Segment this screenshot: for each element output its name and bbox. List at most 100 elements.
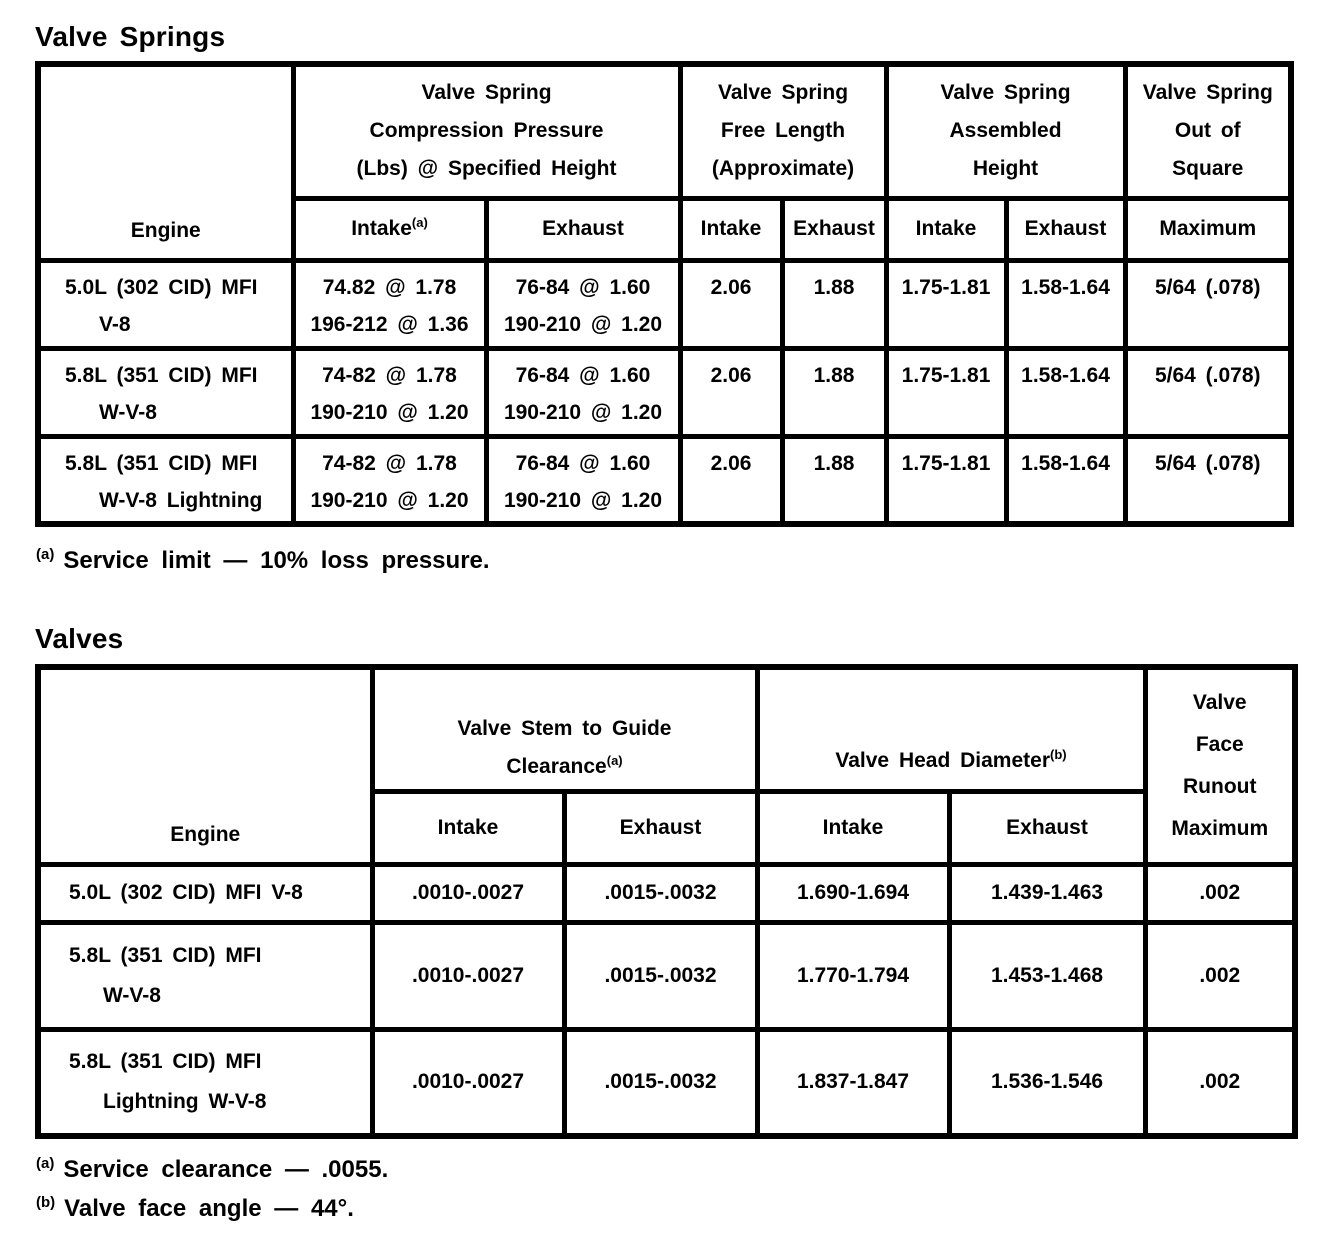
cell-engine: 5.8L (351 CID) MFI W-V-8 Lightning bbox=[35, 433, 296, 527]
column-header-compression-exhaust: Exhaust bbox=[483, 195, 683, 263]
footnote-marker-a: (a) bbox=[36, 1155, 55, 1172]
cell-assembled-exhaust: 1.58-1.64 bbox=[1003, 257, 1128, 351]
cell-stem-exhaust: .0015-.0032 bbox=[561, 861, 760, 925]
group-header-assembled-height: Valve Spring Assembled Height bbox=[883, 61, 1128, 201]
footnote-valve-face-angle: (b) Valve face angle — 44°. bbox=[36, 1194, 1344, 1224]
engine-name-line1: 5.8L (351 CID) MFI bbox=[65, 363, 258, 387]
cell-out-of-square: 5/64 (.078) bbox=[1122, 345, 1294, 439]
cell-assembled-intake: 1.75-1.81 bbox=[883, 345, 1009, 439]
cell-free-exhaust: 1.88 bbox=[779, 433, 889, 527]
cell-assembled-intake: 1.75-1.81 bbox=[883, 433, 1009, 527]
engine-name-line2: W-V-8 bbox=[99, 400, 157, 424]
valves-sub-header-row: Intake Exhaust Intake Exhaust bbox=[38, 788, 1295, 867]
valve-springs-table: Engine Valve Spring Compression Pressure… bbox=[35, 61, 1295, 527]
engine-name-line2: W-V-8 Lightning bbox=[99, 488, 263, 512]
engine-name-line1: 5.8L (351 CID) MFI bbox=[69, 943, 262, 967]
cell-assembled-exhaust: 1.58-1.64 bbox=[1003, 345, 1128, 439]
column-header-assembled-intake: Intake bbox=[883, 195, 1009, 263]
column-header-free-exhaust: Exhaust bbox=[779, 195, 889, 263]
column-header-head-exhaust: Exhaust bbox=[946, 788, 1148, 867]
engine-name-line1: 5.8L (351 CID) MFI bbox=[69, 1050, 262, 1074]
cell-free-intake: 2.06 bbox=[677, 345, 785, 439]
column-header-assembled-exhaust: Exhaust bbox=[1003, 195, 1128, 263]
cell-free-intake: 2.06 bbox=[677, 257, 785, 351]
cell-engine: 5.8L (351 CID) MFI Lightning W-V-8 bbox=[35, 1026, 375, 1139]
cell-compression-exhaust: 76-84 @ 1.60 190-210 @ 1.20 bbox=[483, 345, 683, 439]
cell-free-intake: 2.06 bbox=[677, 433, 785, 527]
cell-assembled-intake: 1.75-1.81 bbox=[883, 257, 1009, 351]
cell-compression-exhaust: 76-84 @ 1.60 190-210 @ 1.20 bbox=[483, 433, 683, 527]
cell-stem-exhaust: .0015-.0032 bbox=[561, 919, 760, 1032]
group-header-head-diameter: Valve Head Diameter(b) bbox=[754, 664, 1148, 794]
cell-head-exhaust: 1.439-1.463 bbox=[946, 861, 1148, 925]
cell-face-runout: .002 bbox=[1142, 1026, 1298, 1139]
cell-head-exhaust: 1.453-1.468 bbox=[946, 919, 1148, 1032]
cell-compression-intake: 74.82 @ 1.78 196-212 @ 1.36 bbox=[290, 257, 489, 351]
cell-face-runout: .002 bbox=[1142, 919, 1298, 1032]
column-header-maximum: Maximum bbox=[1122, 195, 1294, 263]
cell-out-of-square: 5/64 (.078) bbox=[1122, 433, 1294, 527]
cell-out-of-square: 5/64 (.078) bbox=[1122, 257, 1294, 351]
column-header-face-runout: Valve Face Runout Maximum bbox=[1142, 664, 1298, 867]
column-header-engine: Engine bbox=[35, 664, 375, 867]
footnote-ref-a: (a) bbox=[411, 215, 428, 230]
group-header-compression-pressure: Valve Spring Compression Pressure (Lbs) … bbox=[290, 61, 683, 201]
group-header-out-of-square: Valve Spring Out of Square bbox=[1122, 61, 1294, 201]
cell-head-intake: 1.690-1.694 bbox=[754, 861, 952, 925]
cell-engine: 5.8L (351 CID) MFI W-V-8 bbox=[35, 345, 296, 439]
engine-name-line1: 5.0L (302 CID) MFI bbox=[65, 275, 258, 299]
cell-engine: 5.0L (302 CID) MFI V-8 bbox=[35, 861, 375, 925]
cell-stem-intake: .0010-.0027 bbox=[369, 861, 567, 925]
cell-assembled-exhaust: 1.58-1.64 bbox=[1003, 433, 1128, 527]
engine-name-line2: V-8 bbox=[99, 312, 131, 336]
column-header-stem-intake: Intake bbox=[369, 788, 567, 867]
column-header-stem-exhaust: Exhaust bbox=[561, 788, 760, 867]
valves-group-header-row: Engine Valve Stem to Guide Clearance(a) … bbox=[35, 664, 1298, 867]
cell-face-runout: .002 bbox=[1142, 861, 1298, 925]
cell-free-exhaust: 1.88 bbox=[779, 345, 889, 439]
engine-name-line1: 5.0L (302 CID) MFI V-8 bbox=[69, 881, 303, 904]
cell-compression-intake: 74-82 @ 1.78 190-210 @ 1.20 bbox=[290, 433, 489, 527]
column-header-compression-intake: Intake(a) bbox=[290, 195, 489, 263]
footnote-service-limit: (a) Service limit — 10% loss pressure. bbox=[36, 546, 1344, 576]
cell-engine: 5.0L (302 CID) MFI V-8 bbox=[35, 257, 296, 351]
column-header-free-intake: Intake bbox=[677, 195, 785, 263]
table-row: 5.8L (351 CID) MFI W-V-8 Lightning 74-82… bbox=[35, 433, 1294, 527]
footnote-service-clearance: (a) Service clearance — .0055. bbox=[36, 1155, 1344, 1185]
table-row: 5.0L (302 CID) MFI V-8 .0010-.0027 .0015… bbox=[35, 861, 1298, 925]
engine-name-line2: W-V-8 bbox=[103, 983, 161, 1007]
springs-sub-header-row: Intake(a) Exhaust Intake Exhaust Intake … bbox=[38, 195, 1294, 263]
group-header-stem-clearance: Valve Stem to Guide Clearance(a) bbox=[369, 664, 760, 794]
section-title-valves: Valves bbox=[35, 623, 124, 654]
springs-group-header-row: Engine Valve Spring Compression Pressure… bbox=[35, 61, 1294, 263]
section-title-valve-springs: Valve Springs bbox=[35, 21, 226, 52]
valves-table: Engine Valve Stem to Guide Clearance(a) … bbox=[35, 664, 1299, 1139]
footnote-marker-b: (b) bbox=[36, 1194, 56, 1211]
group-header-label: Valve Stem to Guide Clearance bbox=[457, 717, 672, 779]
cell-compression-intake: 74-82 @ 1.78 190-210 @ 1.20 bbox=[290, 345, 489, 439]
footnote-ref-a: (a) bbox=[606, 753, 623, 769]
cell-head-intake: 1.837-1.847 bbox=[754, 1026, 952, 1139]
cell-head-intake: 1.770-1.794 bbox=[754, 919, 952, 1032]
footnote-marker-a: (a) bbox=[36, 546, 55, 563]
group-header-label: Valve Head Diameter bbox=[835, 748, 1051, 772]
cell-head-exhaust: 1.536-1.546 bbox=[946, 1026, 1148, 1139]
footnote-ref-b: (b) bbox=[1050, 746, 1067, 762]
column-header-head-intake: Intake bbox=[754, 788, 952, 867]
cell-free-exhaust: 1.88 bbox=[779, 257, 889, 351]
footnote-text: Service clearance — .0055. bbox=[63, 1156, 389, 1183]
engine-name-line1: 5.8L (351 CID) MFI bbox=[65, 451, 258, 475]
cell-stem-exhaust: .0015-.0032 bbox=[561, 1026, 760, 1139]
group-header-free-length: Valve Spring Free Length (Approximate) bbox=[677, 61, 889, 201]
table-row: 5.8L (351 CID) MFI W-V-8 .0010-.0027 .00… bbox=[35, 919, 1298, 1032]
table-row: 5.8L (351 CID) MFI Lightning W-V-8 .0010… bbox=[35, 1026, 1298, 1139]
column-header-engine: Engine bbox=[35, 61, 296, 263]
cell-compression-exhaust: 76-84 @ 1.60 190-210 @ 1.20 bbox=[483, 257, 683, 351]
table-row: 5.8L (351 CID) MFI W-V-8 74-82 @ 1.78 19… bbox=[35, 345, 1294, 439]
footnote-text: Valve face angle — 44°. bbox=[64, 1195, 354, 1222]
cell-engine: 5.8L (351 CID) MFI W-V-8 bbox=[35, 919, 375, 1032]
cell-stem-intake: .0010-.0027 bbox=[369, 1026, 567, 1139]
column-header-label: Intake bbox=[351, 217, 412, 240]
engine-name-line2: Lightning W-V-8 bbox=[103, 1090, 267, 1114]
